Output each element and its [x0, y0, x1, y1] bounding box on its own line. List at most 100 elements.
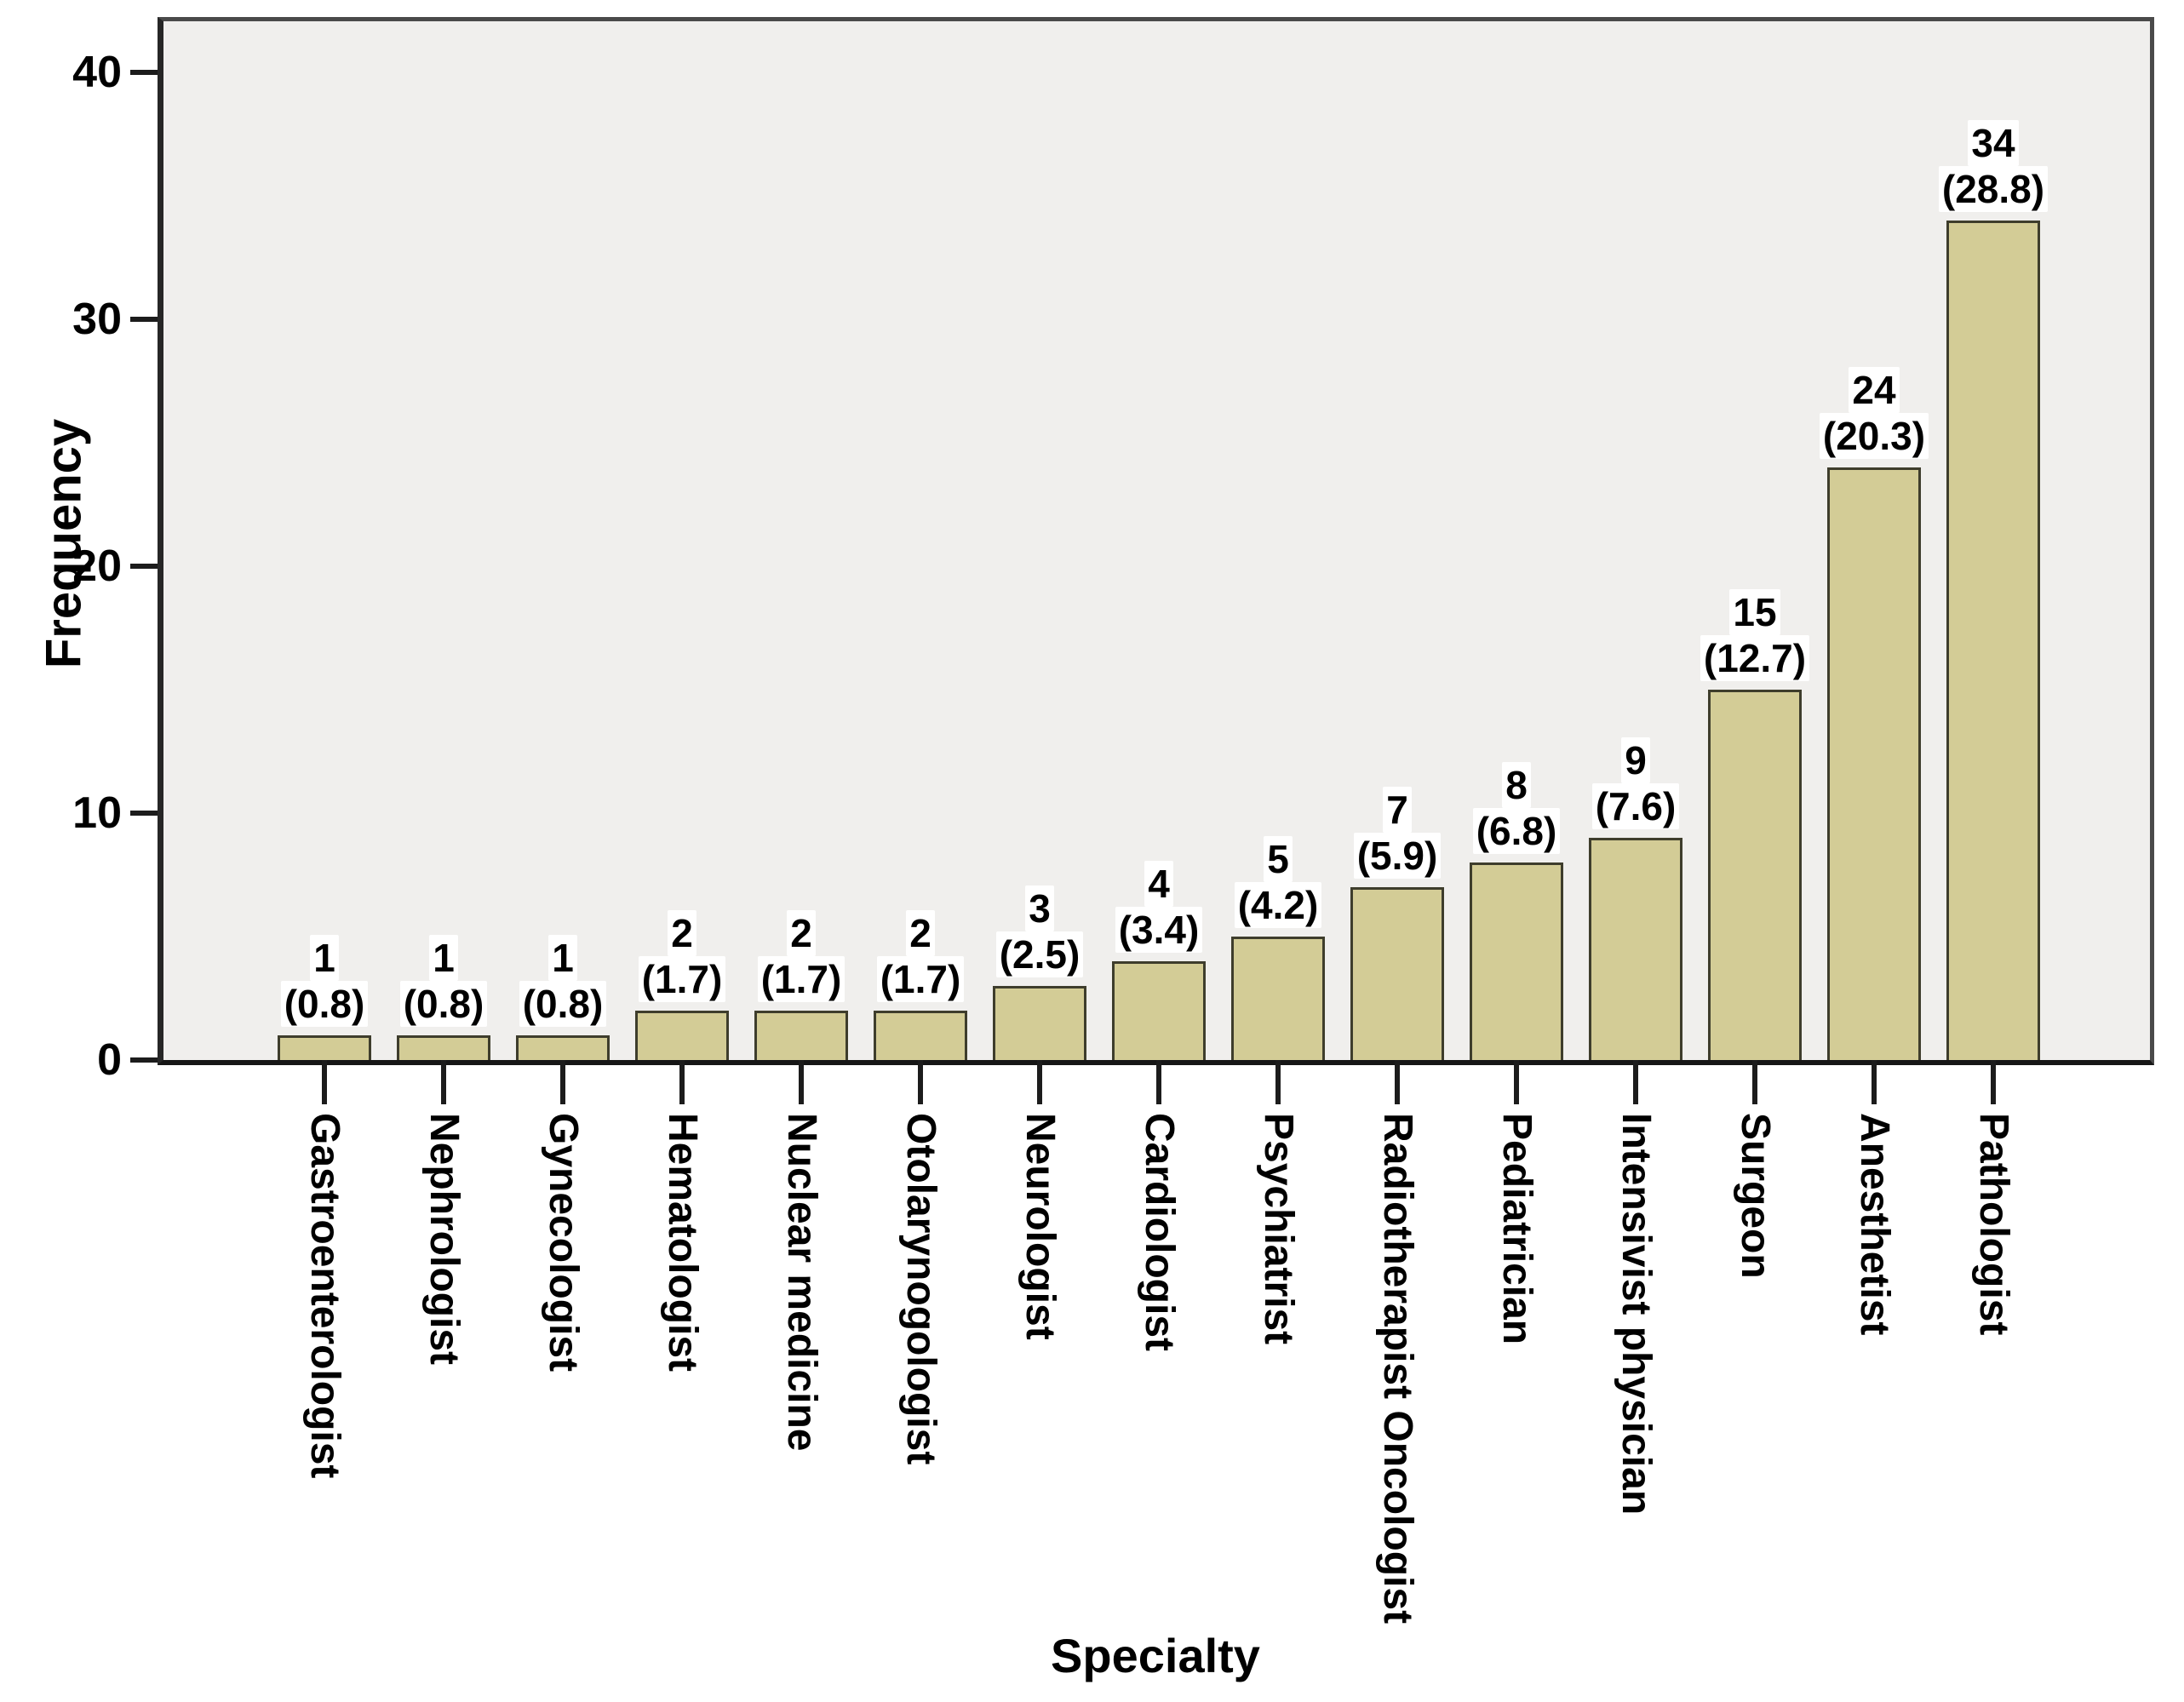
bar-value-label: 2 (1.7)	[656, 910, 946, 1002]
x-tick	[1395, 1060, 1400, 1104]
bar-value-label: 9 (7.6)	[1491, 737, 1780, 829]
bar-percent: (28.8)	[1938, 166, 2049, 212]
x-axis-title: Specialty	[1051, 1629, 1260, 1682]
bar-value-label: 4 (3.4)	[1014, 861, 1304, 953]
x-tick-label: Radiotherapist Oncologist	[1375, 1113, 1420, 1625]
bar	[1708, 690, 1802, 1060]
bar	[397, 1035, 490, 1060]
y-axis-title: Frequency	[36, 418, 92, 669]
y-tick-label: 30	[72, 295, 122, 344]
bar-count: 4	[1144, 861, 1173, 907]
bar-count: 7	[1383, 787, 1412, 833]
x-tick	[918, 1060, 923, 1104]
x-tick-label: Surgeon	[1733, 1113, 1778, 1279]
x-tick-label: Pediatrician	[1494, 1113, 1539, 1345]
bar-percent: (0.8)	[280, 981, 369, 1027]
bar-value-label: 5 (4.2)	[1133, 836, 1423, 928]
bar-percent: (4.2)	[1234, 882, 1322, 928]
bar	[1112, 961, 1206, 1060]
x-tick-label: Gastroenterologist	[302, 1113, 347, 1479]
y-tick	[130, 1057, 158, 1063]
bar-value-label: 34 (28.8)	[1849, 120, 2138, 212]
x-tick	[1633, 1060, 1638, 1104]
x-tick-label: Anesthetist	[1852, 1113, 1897, 1336]
bar-value-label: 7 (5.9)	[1253, 787, 1542, 879]
bar-percent: (0.8)	[519, 981, 607, 1027]
bar-percent: (6.8)	[1472, 808, 1561, 854]
bar-count: 15	[1729, 589, 1780, 635]
bar-count: 2	[906, 910, 935, 956]
plot-area: 1 (0.8) 1 (0.8) 1 (0.8) 2 (1.7) 2 (1.7) 2 (1.7) 3 (2.…	[158, 17, 2154, 1065]
x-tick	[1156, 1060, 1161, 1104]
bar-count: 8	[1502, 762, 1531, 808]
bar-percent: (3.4)	[1115, 907, 1203, 953]
bar	[635, 1011, 729, 1060]
x-tick	[679, 1060, 685, 1104]
bar-value-label: 3 (2.5)	[895, 885, 1184, 977]
bar-count: 2	[668, 910, 696, 956]
bar-percent: (0.8)	[399, 981, 488, 1027]
bar-percent: (5.9)	[1353, 833, 1442, 879]
bar	[874, 1011, 967, 1060]
x-tick-label: Hematologist	[660, 1113, 705, 1372]
y-tick	[130, 564, 158, 569]
bar	[754, 1011, 848, 1060]
bar-value-label: 24 (20.3)	[1729, 367, 2019, 459]
bar-value-label: 8 (6.8)	[1372, 762, 1661, 854]
x-tick	[560, 1060, 565, 1104]
bar-value-label: 1 (0.8)	[418, 935, 708, 1027]
bar-count: 1	[548, 935, 577, 981]
x-tick	[1037, 1060, 1042, 1104]
y-tick-label: 20	[72, 542, 122, 591]
x-tick-label: Pathologist	[1971, 1113, 2016, 1336]
y-tick-label: 10	[72, 788, 122, 838]
bar	[1231, 937, 1325, 1060]
bar-percent: (20.3)	[1819, 413, 1929, 459]
bar-value-label: 2 (1.7)	[776, 910, 1065, 1002]
x-tick	[1275, 1060, 1281, 1104]
bar-value-label: 2 (1.7)	[537, 910, 827, 1002]
bar-value-label: 1 (0.8)	[299, 935, 588, 1027]
bar	[1470, 862, 1563, 1060]
bar-percent: (7.6)	[1591, 783, 1680, 829]
bar	[516, 1035, 610, 1060]
bar	[993, 986, 1086, 1060]
x-tick	[1872, 1060, 1877, 1104]
x-tick-label: Intensivist physician	[1614, 1113, 1659, 1516]
bar-value-label: 1 (0.8)	[180, 935, 469, 1027]
x-tick-label: Gynecologist	[541, 1113, 586, 1372]
bar-value-label: 15 (12.7)	[1610, 589, 1900, 681]
x-tick	[1514, 1060, 1519, 1104]
bar-count: 1	[429, 935, 458, 981]
x-tick-label: Nephrologist	[421, 1113, 467, 1365]
x-tick-label: Psychiatrist	[1256, 1113, 1301, 1345]
x-tick-label: Nuclear medicine	[779, 1113, 824, 1452]
bar-count: 2	[787, 910, 816, 956]
x-tick	[799, 1060, 804, 1104]
x-tick	[322, 1060, 327, 1104]
bar-count: 1	[310, 935, 339, 981]
x-tick-label: Cardiologist	[1137, 1113, 1182, 1352]
bar	[278, 1035, 371, 1060]
bar	[1589, 838, 1682, 1060]
y-tick-label: 0	[97, 1035, 122, 1085]
bar-percent: (2.5)	[995, 931, 1084, 977]
bar-percent: (1.7)	[876, 956, 965, 1002]
bar-percent: (12.7)	[1700, 635, 1810, 681]
bar-count: 5	[1264, 836, 1293, 882]
x-tick-label: Neurologist	[1017, 1113, 1063, 1340]
bar	[1946, 221, 2040, 1060]
bar-count: 34	[1968, 120, 2019, 166]
bar	[1350, 887, 1444, 1060]
x-tick	[1752, 1060, 1757, 1104]
bar-count: 24	[1849, 367, 1900, 413]
bar	[1827, 467, 1921, 1060]
y-tick	[130, 70, 158, 75]
bar-percent: (1.7)	[757, 956, 846, 1002]
bar-count: 9	[1621, 737, 1650, 783]
x-tick-label: Otolarynogologist	[898, 1113, 943, 1465]
y-tick	[130, 317, 158, 322]
bar-percent: (1.7)	[638, 956, 726, 1002]
bar-count: 3	[1025, 885, 1054, 931]
